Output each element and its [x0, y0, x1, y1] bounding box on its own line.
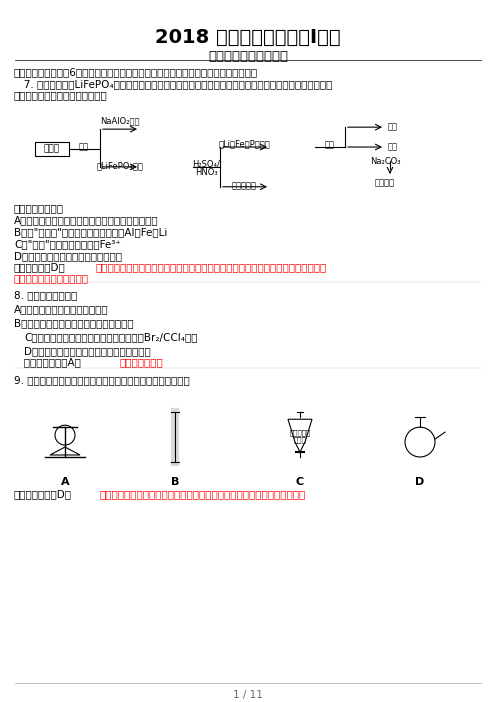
Text: 离的目的，不宜用碳酸钠。: 离的目的，不宜用碳酸钠。	[14, 273, 89, 283]
Text: 滤液: 滤液	[388, 142, 398, 151]
Text: 【答案与分析】D．: 【答案与分析】D．	[14, 489, 72, 498]
Text: B．酶是一类具有高选择催化性能的蛋白质: B．酶是一类具有高选择催化性能的蛋白质	[14, 318, 133, 328]
Text: 化学试题部分参考答案: 化学试题部分参考答案	[208, 50, 288, 62]
Text: D．淀粉和纤维素水解的最终产生均为葡萄糖: D．淀粉和纤维素水解的最终产生均为葡萄糖	[24, 345, 151, 356]
FancyBboxPatch shape	[35, 142, 69, 156]
Text: D: D	[415, 477, 425, 487]
Text: 碳酸锂可溶于水，不能形成沉淀，所以上述最后从滤液中将锂形成沉淀而从滤液中分: 碳酸锂可溶于水，不能形成沉淀，所以上述最后从滤液中将锂形成沉淀而从滤液中分	[95, 263, 326, 272]
Text: C．"沉淀"反应的金属离子为Fe³⁺: C．"沉淀"反应的金属离子为Fe³⁺	[14, 239, 121, 249]
Text: 含锂沉淀: 含锂沉淀	[375, 179, 395, 188]
Text: H₂SO₄/: H₂SO₄/	[192, 160, 220, 169]
Text: 果糖属于单糖。: 果糖属于单糖。	[120, 357, 164, 368]
Text: A．合理处理废旧电池有利于保护环境和资源再利用: A．合理处理废旧电池有利于保护环境和资源再利用	[14, 216, 159, 225]
Text: 一、选择题：每小题6分，在每小题给出的四个选项中，只有一选项是符合题目要求的。: 一、选择题：每小题6分，在每小题给出的四个选项中，只有一选项是符合题目要求的。	[14, 67, 258, 77]
Text: 【答案与分析】A．: 【答案与分析】A．	[14, 357, 81, 368]
Text: 2018 年全国高考理综（Ⅰ）卷: 2018 年全国高考理综（Ⅰ）卷	[155, 28, 341, 47]
Text: 乙酸和碳酸
钠溶液: 乙酸和碳酸 钠溶液	[289, 429, 310, 444]
Text: C．植物油含有不饱和脂肪酸甘油酯，能使Br₂/CCl₄褪色: C．植物油含有不饱和脂肪酸甘油酯，能使Br₂/CCl₄褪色	[24, 332, 197, 342]
Text: HNO₃: HNO₃	[195, 168, 217, 177]
Text: 碱溶: 碱溶	[79, 142, 89, 151]
Text: D．上述流程中可用碳酸钠代替碳酸钠: D．上述流程中可用碳酸钠代替碳酸钠	[14, 251, 122, 261]
Text: B: B	[171, 477, 179, 487]
Text: 8. 下列说法错误的是: 8. 下列说法错误的是	[14, 290, 77, 300]
Text: 炭黑等滤渣: 炭黑等滤渣	[232, 182, 256, 191]
Text: 实验室用乙醇与乙酸酯化反应制备并分离乙酸乙酯的方法是用分液法，而不: 实验室用乙醇与乙酸酯化反应制备并分离乙酸乙酯的方法是用分液法，而不	[100, 489, 306, 498]
Text: A．蔗糖、果糖和麦芽糖均为双糖: A．蔗糖、果糖和麦芽糖均为双糖	[14, 304, 109, 314]
Text: 1 / 11: 1 / 11	[233, 691, 263, 701]
Text: 9. 在生成和纯化乙酸乙酯的实验过程中，下列操作未涉及的是: 9. 在生成和纯化乙酸乙酯的实验过程中，下列操作未涉及的是	[14, 376, 190, 385]
Text: 正极片: 正极片	[44, 145, 60, 154]
Text: 含Li、Fe、P等滤液: 含Li、Fe、P等滤液	[218, 139, 270, 148]
Text: 【答案分析】D．: 【答案分析】D．	[14, 263, 66, 272]
Text: C: C	[296, 477, 304, 487]
Text: 碱溶: 碱溶	[325, 140, 335, 149]
Text: 沉淀: 沉淀	[388, 122, 398, 131]
Text: 7. 磷酸亚铁锂（LiFePO₄）电池是新能源汽车的动力电池之一，采用湿法冶金工艺回收废旧磷酸亚铁锂电: 7. 磷酸亚铁锂（LiFePO₄）电池是新能源汽车的动力电池之一，采用湿法冶金工…	[14, 79, 332, 89]
Text: 含LiFePO₄滤渣: 含LiFePO₄滤渣	[97, 161, 143, 170]
Text: NaAlO₂溶液: NaAlO₂溶液	[100, 117, 140, 125]
Text: B．从"正极片"中可回收的金属元素有Al、Fe、Li: B．从"正极片"中可回收的金属元素有Al、Fe、Li	[14, 227, 167, 237]
Text: A: A	[61, 477, 69, 487]
Text: 下列叙述错误的是: 下列叙述错误的是	[14, 204, 64, 213]
Text: Na₂CO₃: Na₂CO₃	[370, 157, 400, 166]
Text: 池正极片中的金属，其流程如下：: 池正极片中的金属，其流程如下：	[14, 91, 108, 100]
